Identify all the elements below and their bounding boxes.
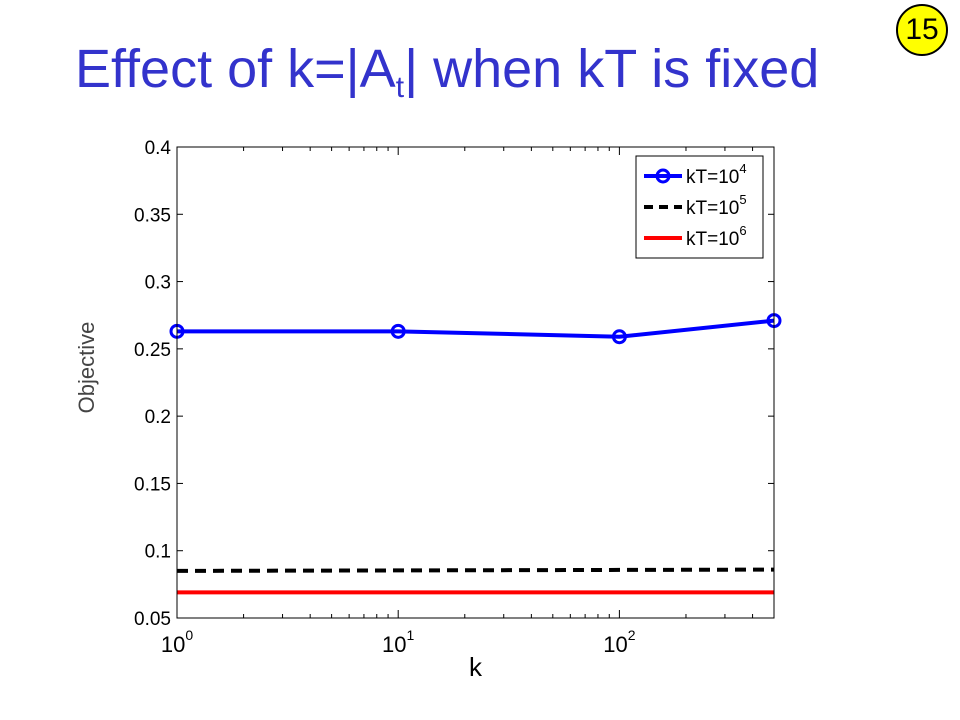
- x-tick-labels: 100 101 102: [161, 627, 636, 657]
- data-point: [611, 329, 627, 345]
- legend-marker: [655, 168, 671, 184]
- legend: kT=104 kT=105 kT=106: [635, 155, 764, 259]
- y-axis-label: Objective: [74, 322, 99, 414]
- title-subscript: t: [395, 71, 405, 104]
- y-tick-label: 0.3: [145, 273, 171, 294]
- legend-entry-1: kT=104: [644, 161, 747, 188]
- y-tick-label: 0.4: [145, 138, 172, 159]
- y-tick-label: 0.25: [134, 340, 171, 361]
- y-tick-label: 0.35: [134, 205, 171, 226]
- plot-frame: [176, 146, 775, 619]
- series-layer: [169, 313, 782, 595]
- slide-title: Effect of k=|At| when kT is fixed: [75, 38, 819, 105]
- title-main: Effect of k=|A: [75, 39, 396, 99]
- y-tick-label: 0.1: [145, 542, 171, 563]
- y-tick-labels: 0.05 0.1 0.15 0.2 0.25 0.3 0.35 0.4: [134, 138, 171, 630]
- legend-entry-3: kT=106: [644, 223, 747, 250]
- y-tick-label: 0.05: [134, 609, 171, 630]
- series-line: [177, 318, 775, 339]
- legend-entry-2: kT=105: [644, 192, 747, 219]
- x-tick-label: 101: [382, 627, 414, 657]
- y-tick-label: 0.15: [134, 474, 171, 495]
- series-1: [169, 313, 782, 345]
- legend-label: kT=104: [686, 161, 747, 188]
- series-line: [176, 567, 775, 573]
- legend-label: kT=106: [686, 223, 747, 250]
- x-tick-label: 102: [603, 627, 635, 657]
- page-number-badge: 15: [896, 4, 948, 56]
- legend-label: kT=105: [686, 192, 747, 219]
- y-tick-label: 0.2: [145, 407, 171, 428]
- page-number: 15: [905, 13, 939, 46]
- x-axis-label: k: [469, 652, 483, 682]
- series-2: [176, 567, 775, 573]
- data-point: [390, 323, 406, 339]
- x-tick-label: 100: [161, 627, 193, 657]
- title-rest: | when kT is fixed: [404, 39, 820, 99]
